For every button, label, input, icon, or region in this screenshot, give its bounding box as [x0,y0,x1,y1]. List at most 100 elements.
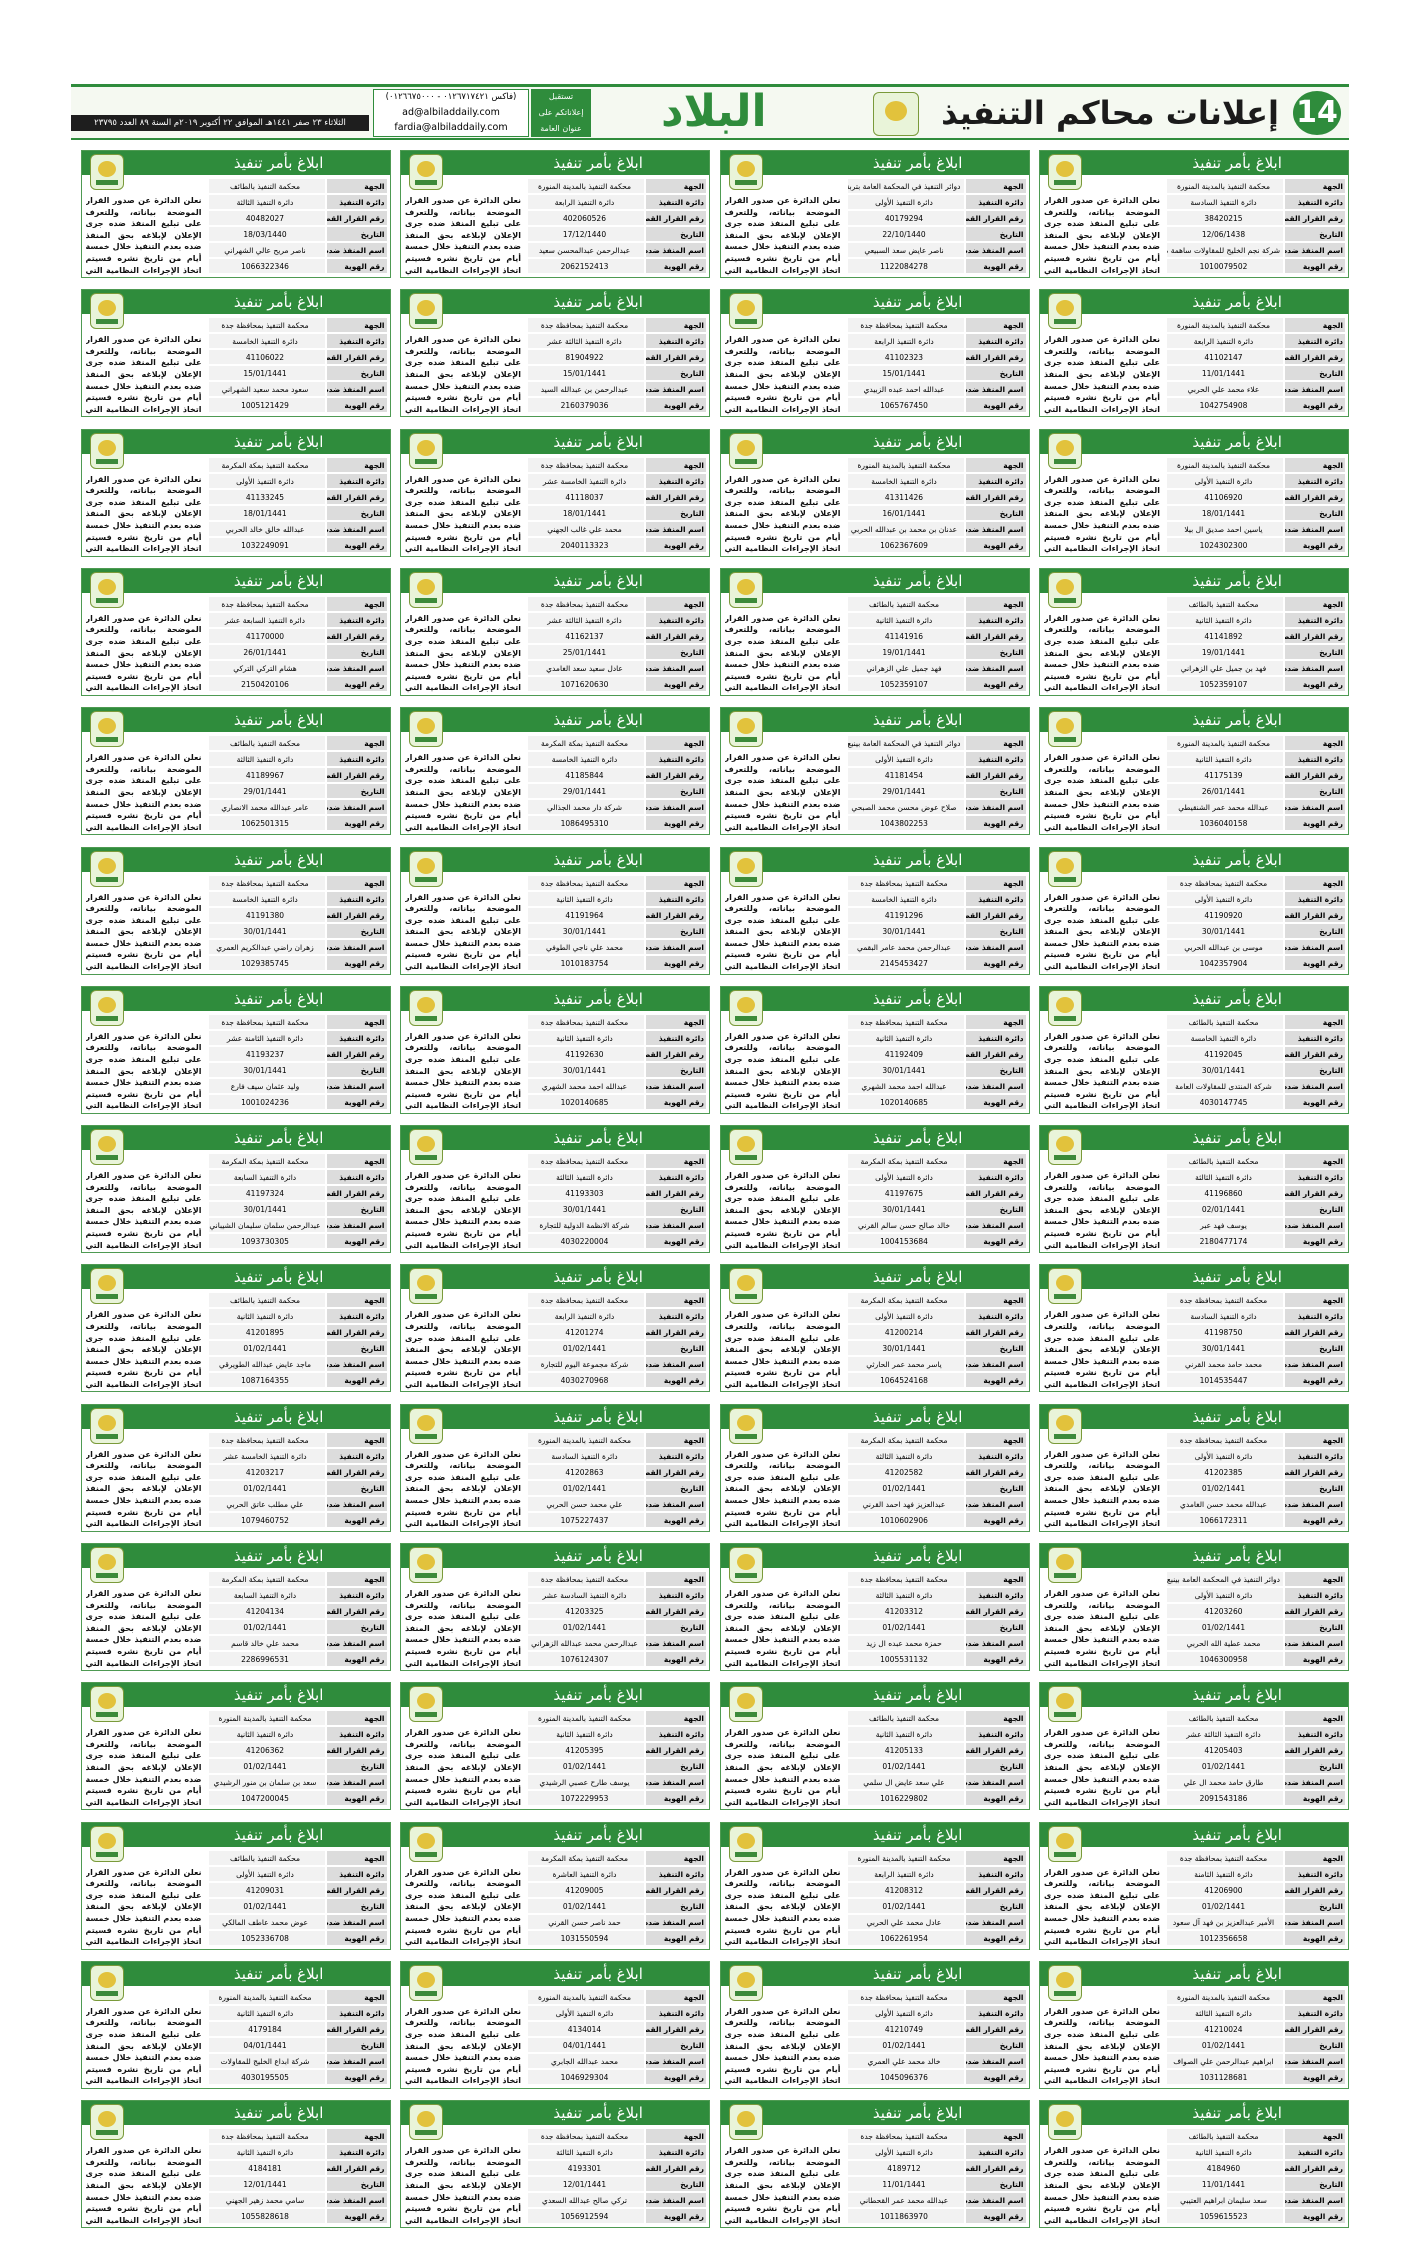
emblem-part [734,458,757,464]
field-label: اسم المنفذ ضده [326,1078,387,1093]
emblem [89,1825,124,1862]
field-row: دائرة التنفيذ دائرة التنفيذ الرابعة [847,1866,1026,1882]
field-label: رقم القرار القضائي [965,2021,1026,2036]
field-label: دائرة التنفيذ [326,1170,387,1185]
emblem-part [97,1693,116,1710]
field-row: رقم الهوية 2145453427 [847,955,1026,971]
notice-title: ابلاغ بأمر تنفيذ [872,432,963,451]
field-row: دائرة التنفيذ دائرة التنفيذ الثالثة [847,1448,1026,1464]
field-label: رقم القرار القضائي [965,350,1026,365]
field-value: محكمة التنفيذ بمكة المكرمة [208,457,325,472]
emblem [89,989,124,1026]
field-value: 4030270968 [528,1373,644,1388]
field-value: دائرة التنفيذ الأولى [847,1309,964,1324]
field-label: التاريخ [965,1202,1026,1217]
field-row: الجهة محكمة التنفيذ بالمدينة المنورة [208,1711,387,1726]
field-row: رقم القرار القضائي41191964 [528,907,706,923]
field-label: رقم القرار القضائي [646,768,706,783]
emblem-part [97,300,116,317]
notice-title: ابلاغ بأمر تنفيذ [1192,1547,1282,1565]
notice-body: نعلن الدائرة عن صدور القرار الموضحة بيان… [85,1728,202,1807]
notice-bar: ابلاغ بأمر تنفيذ [720,708,1029,733]
field-row: الجهة محكمة التنفيذ بمحافظة جدة [208,2129,387,2144]
field-label: رقم الهوية [646,2209,706,2224]
field-value: محكمة التنفيذ بمحافظة جدة [528,875,644,890]
notice: ابلاغ بأمر تنفيذ الجهة محكمة التنفيذ بمكة … [80,1125,391,1254]
field-value: 1036040158 [1167,816,1283,831]
field-row: رقم القرار القضائي402060526 [528,211,706,226]
emblem-part [1054,1712,1076,1718]
notice-bar: ابلاغ بأمر تنفيذ [720,1961,1029,1986]
notice-body: نعلن الدائرة عن صدور القرار الموضحة بيان… [85,1171,202,1250]
field-value: ابراهيم عبدالرحمن علي الصواف [1167,2053,1283,2068]
field-value: عبدالله احمد عبده الزبيدي [847,382,964,397]
field-label: اسم المنفذ ضده [646,800,706,815]
notice: ابلاغ بأمر تنفيذ الجهة محكمة التنفيذ بمحاف… [80,567,391,696]
field-row: رقم الهوية 1029385745 [208,955,387,971]
field-row: اسم المنفذ ضده موسى بن عبدالله الحربي [1167,939,1345,955]
field-value: تركي صالح عبدالله السعدي [528,2193,644,2208]
notice: ابلاغ بأمر تنفيذ الجهة محكمة التنفيذ بمحاف… [80,289,391,418]
field-label: التاريخ [646,1202,706,1217]
emblem [89,1407,124,1444]
field-label: التاريخ [646,2177,706,2192]
field-label: الجهة [965,179,1026,193]
notice-title: ابلاغ بأمر تنفيذ [872,1407,963,1426]
field-row: دائرة التنفيذ دائرة التنفيذ الثانية [528,1727,706,1742]
field-row: دائرة التنفيذ دائرة التنفيذ الأولى [1167,1588,1345,1603]
notice: ابلاغ بأمر تنفيذ الجهة محكمة التنفيذ بالطا… [80,1821,391,1950]
field-row: اسم المنفذ ضده تركي صالح عبدالله السعدي [528,2193,706,2208]
field-row: اسم المنفذ ضده زهران راضي عبدالكريم العمر… [208,939,387,955]
field-value: دائرة التنفيذ الأولى [847,1170,964,1185]
notice-title: ابلاغ بأمر تنفيذ [872,1686,963,1705]
field-value: 4030147745 [1167,1094,1283,1109]
field-value: 30/01/1441 [528,923,644,938]
notice-title: ابلاغ بأمر تنفيذ [553,1129,643,1148]
field-row: الجهة محكمة التنفيذ بالطائف [208,179,387,194]
field-row: رقم الهوية 1056912594 [528,2209,706,2224]
field-value: 01/02/1441 [1167,1480,1283,1495]
field-value: دائرة التنفيذ الخامسة [208,334,325,349]
emblem-part [734,2130,757,2136]
field-label: التاريخ [1285,227,1345,241]
field-label: رقم الهوية [965,259,1026,273]
notice-title: ابلاغ بأمر تنفيذ [1192,1686,1282,1705]
field-label: دائرة التنفيذ [326,195,387,209]
field-label: رقم الهوية [326,259,387,273]
field-value: عبدالله احمد محمد الشهري [847,1078,964,1093]
field-label: رقم القرار القضائي [646,1046,706,1061]
field-value: محكمة التنفيذ بالطائف [1167,596,1283,611]
field-row: اسم المنفذ ضده ياسين احمد صديق ال بيلا [1167,521,1345,537]
field-row: التاريخ 15/01/1441 [208,366,387,381]
field-label: دائرة التنفيذ [646,612,706,627]
field-label: الجهة [326,457,387,472]
field-row: التاريخ 01/02/1441 [208,1480,387,1496]
notice: ابلاغ بأمر تنفيذ الجهة محكمة التنفيذ بالمد… [400,1403,710,1532]
field-value: 18/01/1441 [528,505,644,520]
field-value: 1024302300 [1167,537,1283,552]
field-row: رقم القرار القضائي41197675 [847,1186,1026,1201]
field-row: اسم المنفذ ضده محمد عبدالله الجابري [528,2053,706,2069]
emblem-part [415,1015,437,1021]
field-row: الجهة محكمة التنفيذ بالطائف [847,596,1026,612]
field-label: التاريخ [965,2037,1026,2052]
emblem [728,850,763,887]
field-value: دائرة التنفيذ الأولى [847,2005,964,2020]
field-label: الجهة [1285,1014,1345,1029]
field-label: رقم القرار القضائي [646,1325,706,1340]
emblem-part [95,876,118,882]
emblem [409,1407,443,1444]
field-label: الجهة [646,596,706,611]
field-value: شركة نجم الخليج للمقاولات ساهمة مقفلة [1167,243,1283,257]
field-value: 30/01/1441 [1167,1062,1283,1077]
field-value: دائرة التنفيذ الثالثة عشر [528,612,644,627]
field-row: رقم القرار القضائي41191380 [208,907,387,923]
field-value: 41189967 [208,768,325,783]
field-value: 1055828618 [208,2209,325,2224]
field-label: رقم القرار القضائي [1285,1464,1345,1479]
field-label: رقم الهوية [965,676,1026,691]
notice-title: ابلاغ بأمر تنفيذ [553,293,643,312]
field-row: دائرة التنفيذ دائرة التنفيذ الأولى [847,2005,1026,2021]
field-label: رقم الهوية [1285,1652,1345,1666]
field-value: 41202582 [847,1464,964,1479]
